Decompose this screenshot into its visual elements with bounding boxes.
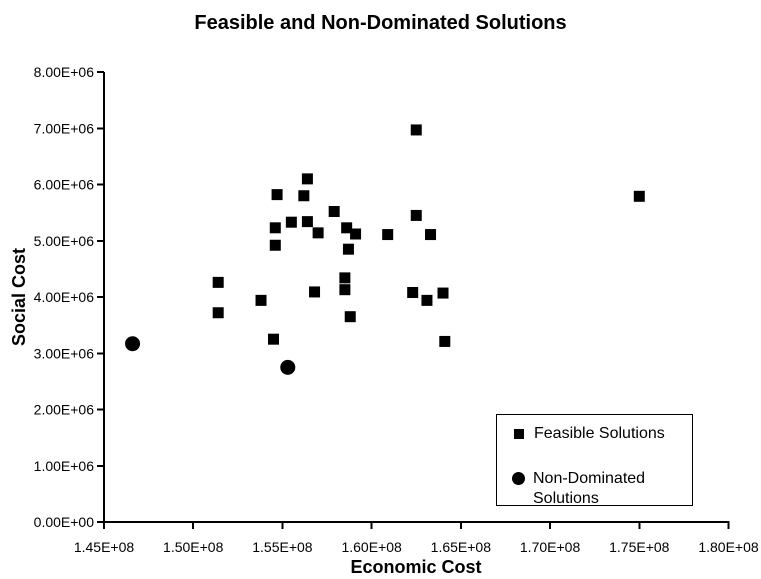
feasible-point (301, 173, 313, 185)
x-tick-label: 1.75E+08 (609, 539, 670, 555)
legend-item-non-dominated: Non-Dominated Solutions (511, 469, 688, 509)
feasible-point (410, 124, 422, 136)
feasible-point (309, 286, 321, 298)
legend-label-non-dominated: Non-Dominated Solutions (533, 470, 646, 507)
chart-title: Feasible and Non-Dominated Solutions (194, 12, 567, 34)
feasible-point (344, 311, 356, 323)
y-tick-label: 3.00E+06 (34, 345, 95, 361)
legend-item-feasible: Feasible Solutions (511, 424, 688, 444)
y-axis-title: Social Cost (9, 248, 29, 346)
feasible-point (341, 222, 353, 234)
x-tick-label: 1.45E+08 (74, 539, 135, 555)
non-dominated-point (125, 336, 141, 352)
y-tick-label: 0.00E+00 (34, 514, 95, 530)
feasible-point (425, 229, 437, 241)
feasible-point (271, 189, 283, 201)
feasible-point (439, 335, 451, 347)
x-axis-title: Economic Cost (350, 557, 481, 577)
feasible-point (298, 190, 310, 202)
x-tick-label: 1.60E+08 (341, 539, 402, 555)
y-tick-label: 5.00E+06 (34, 233, 95, 249)
feasible-point (407, 287, 419, 298)
feasible-point (212, 276, 224, 288)
feasible-point (255, 294, 267, 306)
legend-label-feasible: Feasible Solutions (534, 425, 665, 442)
feasible-point (268, 333, 280, 345)
x-tick-label: 1.80E+08 (698, 539, 759, 555)
y-tick-label: 8.00E+06 (34, 64, 95, 80)
square-marker-icon (514, 429, 524, 439)
y-tick-label: 7.00E+06 (34, 120, 95, 136)
feasible-point (285, 216, 297, 228)
legend: Feasible Solutions Non-Dominated Solutio… (496, 414, 693, 509)
axis-ticks: 0.00E+00 1.00E+06 2.00E+06 3.00E+06 4.00E+06… (34, 64, 759, 555)
feasible-point (269, 239, 281, 251)
data-points (125, 124, 645, 375)
non-dominated-point (280, 359, 296, 375)
feasible-point (301, 216, 313, 228)
feasible-point (410, 209, 422, 221)
feasible-point (437, 287, 449, 299)
feasible-point (339, 284, 351, 296)
y-tick-label: 1.00E+06 (34, 458, 95, 474)
circle-marker-icon (512, 472, 525, 485)
x-tick-label: 1.70E+08 (520, 539, 581, 555)
feasible-point (421, 294, 433, 306)
x-tick-label: 1.55E+08 (252, 539, 313, 555)
y-tick-label: 4.00E+06 (34, 289, 95, 305)
feasible-point (212, 307, 224, 319)
feasible-point (342, 243, 354, 255)
x-tick-label: 1.50E+08 (163, 539, 224, 555)
feasible-point (350, 228, 362, 240)
feasible-point (328, 206, 340, 217)
feasible-point (312, 227, 324, 239)
feasible-point (339, 272, 351, 284)
feasible-point (269, 222, 281, 234)
y-tick-label: 6.00E+06 (34, 177, 95, 193)
y-tick-label: 2.00E+06 (34, 402, 95, 418)
x-tick-label: 1.65E+08 (431, 539, 492, 555)
feasible-point (382, 229, 394, 241)
feasible-point (633, 190, 645, 202)
